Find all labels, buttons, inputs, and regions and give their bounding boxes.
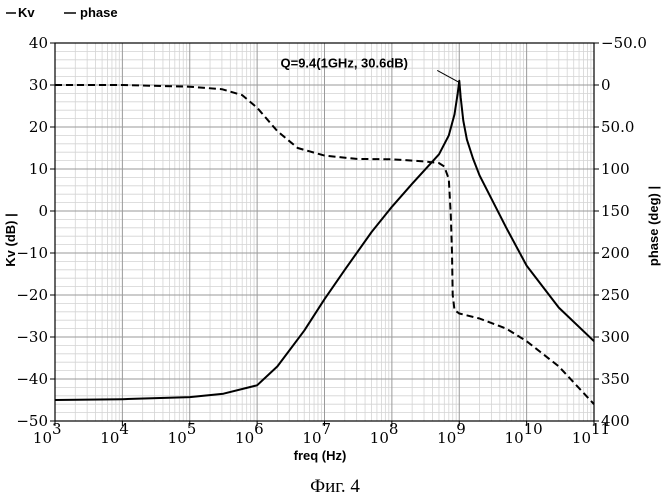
y-left-tick-label: 10: [29, 160, 48, 178]
x-tick-label-base: 10: [235, 429, 254, 447]
y-left-tick-label: 30: [29, 76, 48, 94]
x-tick-label: 108: [370, 420, 399, 447]
grid: [55, 43, 594, 421]
y-left-tick-label: 40: [29, 34, 48, 52]
x-tick-label-base: 10: [505, 429, 524, 447]
y-left-tick-label: 20: [29, 118, 48, 136]
x-tick-label-exponent: 6: [254, 420, 264, 438]
x-tick-label: 106: [235, 420, 264, 447]
y-right-tick-label: 250: [601, 286, 630, 304]
x-tick-label-exponent: 8: [389, 420, 399, 438]
y-right-tick-label: 0: [601, 76, 611, 94]
x-tick-label: 105: [168, 420, 197, 447]
x-tick-label: 107: [302, 420, 331, 447]
y-left-tick-label: −50: [16, 412, 48, 430]
x-tick-label-base: 10: [437, 429, 456, 447]
x-tick-label-exponent: 4: [119, 420, 129, 438]
legend: Kv phase: [6, 5, 118, 20]
x-tick-label-base: 10: [370, 429, 389, 447]
legend-entry-phase: phase: [80, 5, 118, 20]
x-tick-label-exponent: 3: [52, 420, 62, 438]
y-left-tick-label: 0: [38, 202, 48, 220]
y-right-tick-label: 50.0: [601, 118, 634, 136]
x-tick-label: 1010: [505, 420, 543, 447]
x-tick-label-base: 10: [168, 429, 187, 447]
x-axis-title: freq (Hz): [294, 448, 347, 463]
figure-caption: Фиг. 4: [310, 476, 360, 497]
y-right-tick-label: −50.0: [601, 34, 647, 52]
x-tick-label-exponent: 7: [322, 420, 332, 438]
x-tick-label: 104: [100, 420, 129, 447]
x-tick-label-base: 10: [572, 429, 591, 447]
x-tick-label-exponent: 5: [187, 420, 197, 438]
y-left-tick-labels: 40 30 20 10 0 −10 −20 −30 −40 −50: [16, 34, 48, 430]
y-right-tick-labels: −50.0 0 50.0 100 150 200 250 300 350 400: [601, 34, 647, 430]
y-left-tick-label: −20: [16, 286, 48, 304]
x-tick-label-exponent: 10: [524, 420, 543, 438]
y-right-tick-label: 100: [601, 160, 630, 178]
y-left-tick-label: −30: [16, 328, 48, 346]
y-left-tick-label: −10: [16, 244, 48, 262]
x-tick-label-base: 10: [33, 429, 52, 447]
x-tick-label-base: 10: [100, 429, 119, 447]
y-right-tick-label: 300: [601, 328, 630, 346]
y-right-axis-title: phase (deg) |: [646, 186, 661, 266]
legend-entry-kv: Kv: [18, 5, 35, 20]
x-tick-label-exponent: 9: [456, 420, 466, 438]
y-right-tick-label: 150: [601, 202, 630, 220]
x-tick-label: 109: [437, 420, 466, 447]
x-tick-labels: 10310410510610710810910101011: [33, 420, 610, 447]
y-left-tick-label: −40: [16, 370, 48, 388]
y-left-axis-title: Kv (dB) |: [3, 213, 18, 266]
y-right-tick-label: 350: [601, 370, 630, 388]
annotation-label: Q=9.4(1GHz, 30.6dB): [280, 55, 408, 70]
y-right-tick-label: 200: [601, 244, 630, 262]
y-right-tick-label: 400: [601, 412, 630, 430]
x-tick-label-base: 10: [302, 429, 321, 447]
